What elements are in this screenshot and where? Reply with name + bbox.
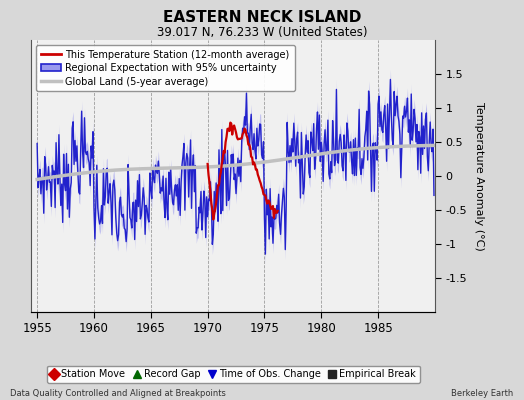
Text: Data Quality Controlled and Aligned at Breakpoints: Data Quality Controlled and Aligned at B… bbox=[10, 389, 226, 398]
Y-axis label: Temperature Anomaly (°C): Temperature Anomaly (°C) bbox=[474, 102, 484, 250]
Legend: Station Move, Record Gap, Time of Obs. Change, Empirical Break: Station Move, Record Gap, Time of Obs. C… bbox=[47, 366, 420, 383]
Text: EASTERN NECK ISLAND: EASTERN NECK ISLAND bbox=[163, 10, 361, 25]
Text: 39.017 N, 76.233 W (United States): 39.017 N, 76.233 W (United States) bbox=[157, 26, 367, 39]
Text: Berkeley Earth: Berkeley Earth bbox=[451, 389, 514, 398]
